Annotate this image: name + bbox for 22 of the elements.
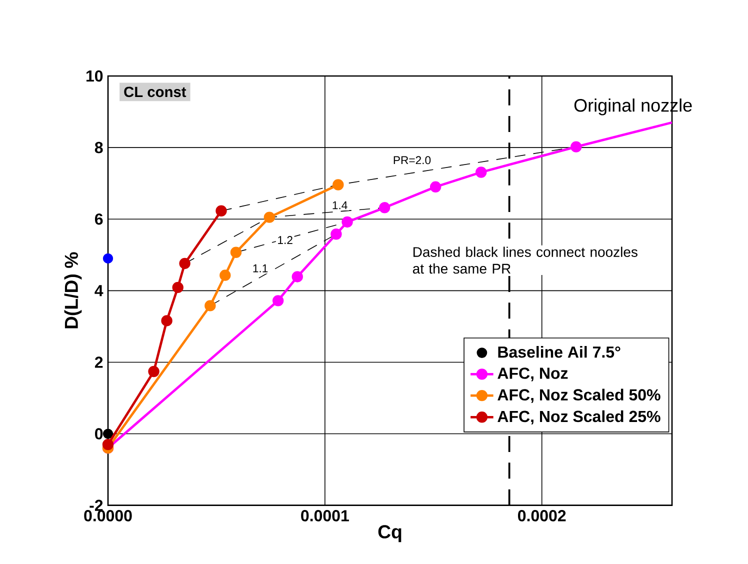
x-tick-label: 0.0001 [301,510,349,522]
x-tick-label: 0.0002 [518,510,566,522]
y-tick-label: -2 [90,500,103,511]
x-axis-title: Cq [378,525,402,542]
y-tick-label: 2 [94,356,103,368]
legend-label: AFC, Noz Scaled 50% [498,388,660,403]
annotation: 1.4 [332,201,348,210]
legend-label: Baseline Ail 7.5° [498,346,620,358]
y-tick-label: 0 [95,428,103,440]
annotation: Dashed black lines connect noozles at the same PR [412,246,638,274]
y-tick-label: 8 [94,142,103,154]
y-axis-title: D(L/D) % [64,252,82,328]
annotation: 1.2 [278,236,292,244]
legend-label: AFC, Noz [498,368,568,382]
annotation: CL const [124,86,186,98]
annotation: PR=2.0 [394,156,431,164]
annotation: 1.1 [253,264,268,272]
legend-label: AFC, Noz Scaled 25% [498,410,660,424]
y-tick-label: 4 [94,285,104,296]
x-tick-label: 0.0000 [84,510,132,522]
y-tick-label: 6 [94,213,103,225]
y-tick-label: 10 [86,70,103,82]
